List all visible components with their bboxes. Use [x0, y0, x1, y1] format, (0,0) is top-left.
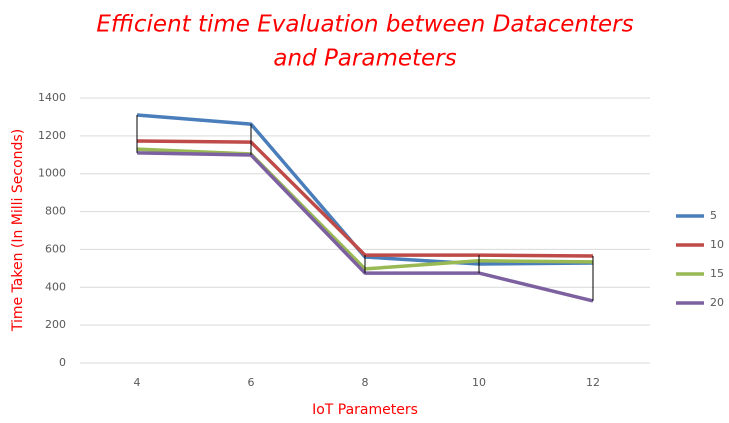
series-line: [136, 151, 594, 303]
y-tick-label: 600: [45, 242, 66, 255]
y-tick-label: 800: [45, 205, 66, 218]
series-line: [136, 113, 594, 266]
x-tick-label: 8: [362, 376, 369, 389]
x-tick-label: 10: [472, 376, 486, 389]
series-line: [136, 147, 594, 271]
y-tick-label: 0: [59, 356, 66, 369]
legend-label: 10: [710, 238, 724, 251]
legend-label: 20: [710, 296, 724, 309]
x-axis-title: IoT Parameters: [312, 402, 418, 418]
chart-title: and Parameters: [273, 46, 456, 72]
y-tick-label: 1200: [38, 129, 66, 142]
legend-label: 15: [710, 267, 724, 280]
y-tick-label: 400: [45, 280, 66, 293]
legend-label: 5: [710, 209, 717, 222]
x-tick-label: 4: [134, 376, 141, 389]
y-tick-label: 1000: [38, 167, 66, 180]
x-tick-label: 6: [248, 376, 255, 389]
y-tick-label: 1400: [38, 91, 66, 104]
y-tick-label: 200: [45, 318, 66, 331]
x-tick-label: 12: [586, 376, 600, 389]
chart-title: Efficient time Evaluation between Datace…: [96, 12, 633, 38]
series-line: [136, 139, 594, 258]
y-axis-title: Time Taken (In Milli Seconds): [10, 129, 26, 332]
